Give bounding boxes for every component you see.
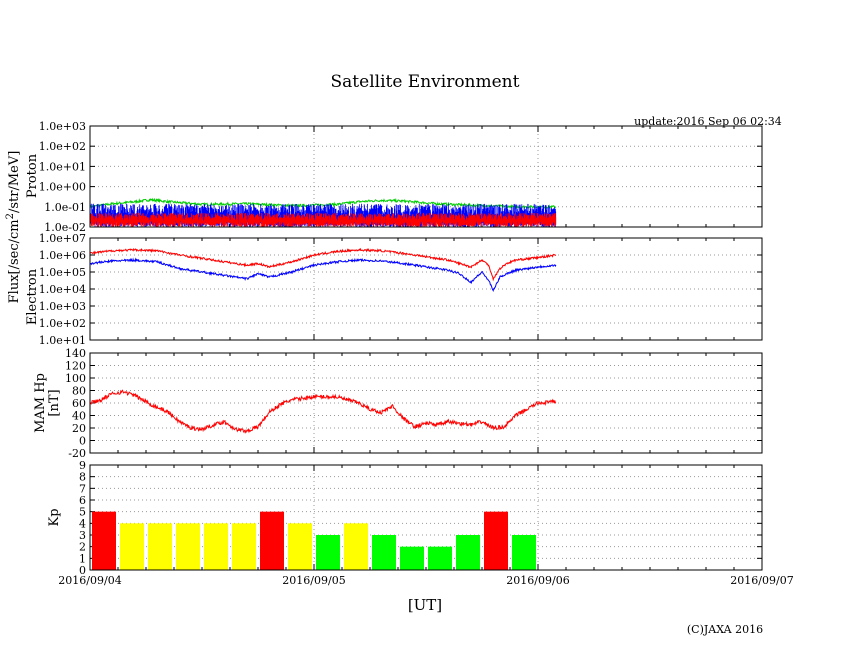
y-tick-label: 4 <box>79 517 86 530</box>
kp-bar <box>288 523 312 570</box>
kp-bar <box>484 511 508 570</box>
y-tick-label: 20 <box>72 422 86 435</box>
y-axis-unit: [nT] <box>47 389 62 416</box>
y-axis-label: Proton <box>25 153 40 198</box>
proton-green-line <box>89 197 557 210</box>
kp-bar <box>92 511 116 570</box>
y-tick-label: 2 <box>79 541 86 554</box>
y-axis-label: Kp <box>47 508 62 526</box>
proton-panel: 1.0e-02 1.0e-01 1.0e+00 1.0e+01 1.0e+02 1.0e+… <box>25 120 763 234</box>
y-tick-label: 1.0e+02 <box>39 317 86 330</box>
x-tick-label: 2016/09/05 <box>282 574 345 587</box>
y-tick-label: 6 <box>79 494 86 507</box>
x-tick-label: 2016/09/04 <box>58 574 121 587</box>
y-tick-label: 1.0e-01 <box>44 201 86 214</box>
kp-bar <box>204 523 228 570</box>
y-axis-label: Electron <box>25 268 40 325</box>
y-tick-label: 80 <box>72 385 86 398</box>
chart-title: Satellite Environment <box>331 72 520 92</box>
y-tick-label: 1.0e+03 <box>39 300 86 313</box>
update-timestamp: update:2016 Sep 06 02:34 <box>634 115 782 128</box>
y-tick-label: 9 <box>79 459 86 472</box>
y-tick-label: 7 <box>79 482 86 495</box>
y-tick-label: 1.0e+02 <box>39 140 86 153</box>
electron-panel: 1.0e+01 1.0e+02 1.0e+03 1.0e+04 1.0e+05 1.0e+… <box>25 232 763 347</box>
kp-bar <box>176 523 200 570</box>
panel-frame <box>89 125 763 228</box>
flux-axis-label: Flux[/sec/cm2/str/MeV] <box>5 151 23 304</box>
electron-blue-line <box>89 257 557 293</box>
y-tick-label: 5 <box>79 506 86 519</box>
y-tick-label: 8 <box>79 471 86 484</box>
electron-red-line <box>89 247 557 282</box>
kp-bar <box>512 535 536 570</box>
y-tick-label: 1.0e+07 <box>39 232 86 245</box>
y-tick-label: 0 <box>79 435 86 448</box>
kp-bar <box>344 523 368 570</box>
kp-bar <box>120 523 144 570</box>
x-axis-label: [UT] <box>408 596 442 614</box>
x-tick-label: 2016/09/07 <box>730 574 793 587</box>
panel-frame <box>89 352 763 454</box>
kp-bar <box>260 511 284 570</box>
y-axis-label: MAM Hp <box>33 373 48 433</box>
kp-bar <box>316 535 340 570</box>
y-tick-label: 140 <box>65 347 86 360</box>
x-tick-label: 2016/09/06 <box>506 574 569 587</box>
hp-line <box>89 389 557 434</box>
x-tick-labels: 2016/09/04 2016/09/05 2016/09/06 2016/09/07 <box>58 574 793 587</box>
y-tick-label: 1 <box>79 552 86 565</box>
y-tick-label: 40 <box>72 410 86 423</box>
y-tick-label: 1.0e+05 <box>39 266 86 279</box>
y-tick-label: 1.0e+06 <box>39 249 86 262</box>
y-tick-label: 120 <box>65 360 86 373</box>
y-tick-label: 0 <box>79 564 86 577</box>
y-tick-label: 1.0e+01 <box>39 160 86 173</box>
panel-frame <box>89 237 763 341</box>
y-tick-label: 1.0e+01 <box>39 334 86 347</box>
y-tick-label: 1.0e+03 <box>39 120 86 133</box>
y-tick-label: 1.0e+04 <box>39 283 86 296</box>
y-tick-label: 1.0e+00 <box>39 181 86 194</box>
kp-bar <box>372 535 396 570</box>
panel-frame <box>89 464 763 571</box>
y-tick-label: 60 <box>72 397 86 410</box>
kp-bar <box>232 523 256 570</box>
y-tick-label: 3 <box>79 529 86 542</box>
y-tick-label: -20 <box>68 447 86 460</box>
y-tick-label: 1.0e-02 <box>44 221 86 234</box>
kp-bar <box>456 535 480 570</box>
y-tick-label: 100 <box>65 372 86 385</box>
kp-bar <box>400 546 424 570</box>
kp-bar <box>428 546 452 570</box>
copyright-text: (C)JAXA 2016 <box>687 623 763 636</box>
kp-bar <box>148 523 172 570</box>
